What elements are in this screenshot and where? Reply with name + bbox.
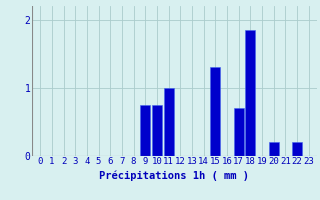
Bar xyxy=(269,142,279,156)
Bar xyxy=(292,142,302,156)
Bar xyxy=(245,30,255,156)
Bar xyxy=(152,105,162,156)
Bar xyxy=(210,67,220,156)
Bar xyxy=(140,105,150,156)
Bar xyxy=(164,88,173,156)
X-axis label: Précipitations 1h ( mm ): Précipitations 1h ( mm ) xyxy=(100,171,249,181)
Bar xyxy=(234,108,244,156)
